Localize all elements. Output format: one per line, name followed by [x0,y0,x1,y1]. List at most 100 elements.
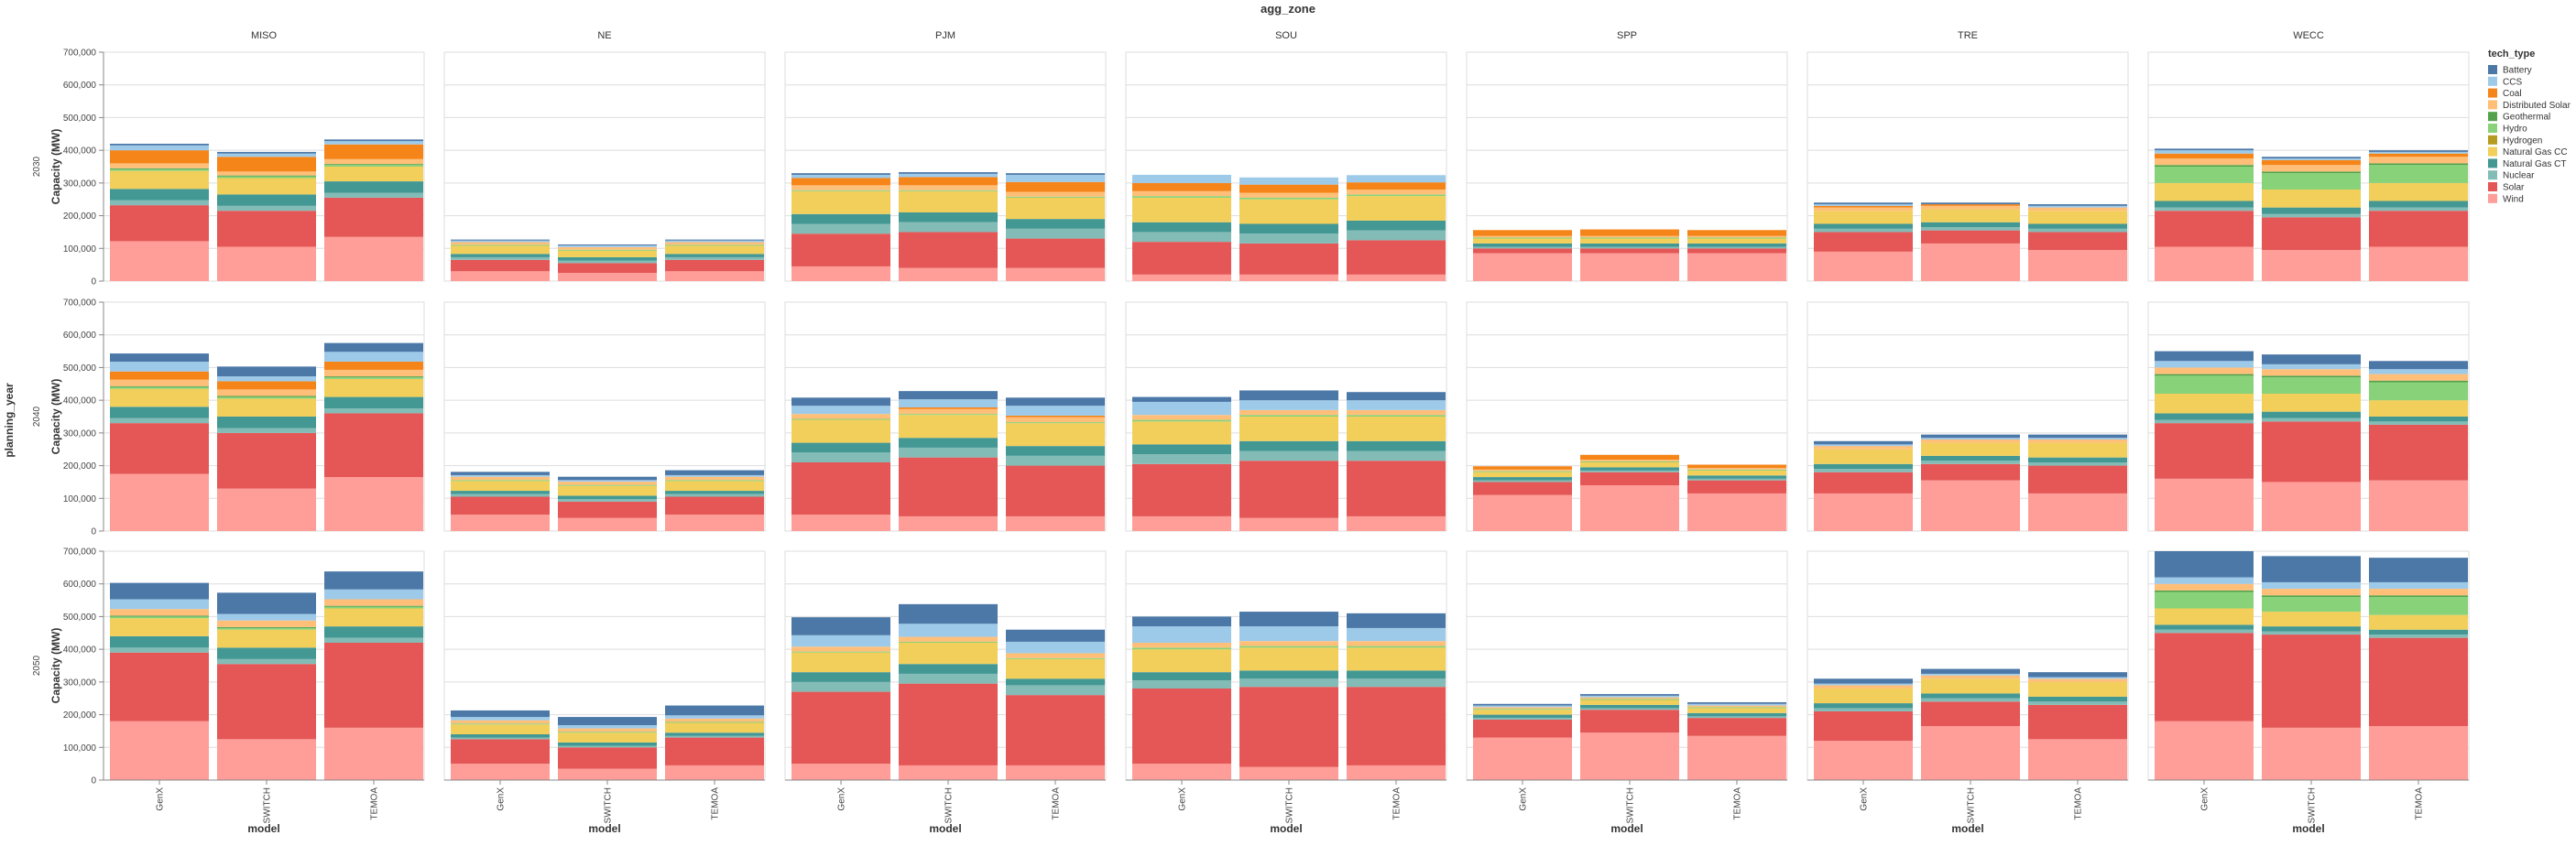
bar-segment-sou-2050-switch-distributed-solar [1239,641,1338,646]
bar-segment-ne-2040-genx-distributed-solar [451,476,550,481]
y-tick-label: 100,000 [63,494,97,504]
bar-segment-wecc-2040-temoa-battery [2369,361,2468,370]
bar-segment-miso-2030-switch-ccs [217,153,316,157]
bar-segment-sou-2040-temoa-nuclear [1347,450,1446,461]
bar-segment-tre-2030-genx-wind [1814,251,1913,281]
bar-segment-tre-2030-switch-natural-gas-ct [1921,222,2020,228]
bar-segment-pjm-2050-genx-wind [791,764,890,780]
bar-segment-pjm-2030-genx-natural-gas-cc [791,190,890,214]
bar-segment-miso-2040-temoa-nuclear [324,408,423,414]
bar-segment-miso-2050-genx-nuclear [110,647,209,653]
panel-spp-2030 [1466,51,1788,282]
bar-segment-sou-2030-genx-wind [1132,274,1231,281]
bar-segment-miso-2040-temoa-coal [324,362,423,370]
bar-segment-miso-2050-temoa-ccs [324,589,423,600]
bar-segment-ne-2040-temoa-natural-gas-cc [665,481,764,492]
bar-segment-tre-2030-temoa-wind [2028,250,2127,281]
bar-segment-ne-2050-genx-nuclear [451,737,550,740]
bar-segment-spp-2030-temoa-natural-gas-cc [1687,238,1786,244]
bar-segment-miso-2040-temoa-solar [324,413,423,478]
bar-segment-pjm-2030-switch-wind [899,267,998,281]
bar-segment-sou-2030-switch-wind [1239,274,1338,281]
bar-segment-miso-2050-genx-geothermal [110,615,209,617]
y-tick-label: 300,000 [63,678,97,688]
bar-segment-sou-2030-genx-solar [1132,242,1231,275]
bar-segment-wecc-2030-genx-hydro [2155,167,2254,183]
bar-segment-miso-2040-genx-hydro [110,386,209,389]
y-tick-label: 300,000 [63,428,97,439]
y-tick-label: 700,000 [63,298,97,309]
bar-segment-miso-2040-temoa-natural-gas-ct [324,396,423,409]
bar-segment-spp-2050-switch-distributed-solar [1580,697,1679,700]
bar-segment-wecc-2040-switch-ccs [2262,363,2361,370]
bar-segment-miso-2030-genx-battery [110,144,209,146]
bar-segment-wecc-2040-switch-wind [2262,482,2361,531]
panel-sou-2050: GenX SWITCH TEMOA model [1125,550,1447,835]
bar-segment-wecc-2040-temoa-distributed-solar [2369,374,2468,381]
bar-segment-spp-2030-genx-hydro [1473,237,1572,239]
bar-segment-wecc-2030-switch-distributed-solar [2262,165,2361,172]
bar-segment-spp-2040-genx-natural-gas-ct [1473,477,1572,481]
bar-segment-pjm-2040-temoa-coal [1006,415,1105,418]
bar-segment-spp-2050-genx-natural-gas-cc [1473,710,1572,715]
bar-segment-spp-2050-genx-battery [1473,703,1572,706]
bar-segment-sou-2030-temoa-distributed-solar [1347,190,1446,195]
bar-segment-ne-2050-genx-hydro [451,723,550,725]
bar-segment-pjm-2050-switch-wind [899,765,998,780]
bar-segment-pjm-2030-temoa-hydro [1006,196,1105,198]
bar-segment-ne-2050-genx-battery [451,710,550,718]
bar-segment-spp-2040-temoa-distributed-solar [1687,468,1786,470]
bar-segment-pjm-2030-genx-battery [791,173,890,175]
bar-segment-sou-2030-switch-natural-gas-cc [1239,199,1338,224]
bar-segment-spp-2050-genx-distributed-solar [1473,707,1572,710]
legend-label-wind: Wind [2503,194,2524,204]
bar-segment-wecc-2040-switch-natural-gas-ct [2262,411,2361,418]
bar-segment-spp-2040-switch-coal [1580,454,1679,461]
facet-title-wecc: WECC [2293,30,2324,41]
bar-segment-tre-2030-temoa-natural-gas-cc [2028,211,2127,224]
bar-segment-ne-2030-switch-distributed-solar [558,246,657,250]
bar-segment-wecc-2030-temoa-geothermal [2369,163,2468,166]
bar-segment-ne-2030-temoa-wind [665,271,764,281]
bar-segment-ne-2050-genx-natural-gas-ct [451,734,550,738]
bar-segment-miso-2040-genx-battery [110,353,209,362]
bar-segment-spp-2030-genx-wind [1473,253,1572,281]
x-tick-label-switch: SWITCH [1967,787,1977,823]
bar-segment-tre-2030-temoa-nuclear [2028,228,2127,233]
bar-segment-ne-2030-switch-natural-gas-ct [558,256,657,261]
y-tick-label: 600,000 [63,580,97,590]
bar-segment-pjm-2050-temoa-ccs [1006,641,1105,654]
bar-segment-miso-2050-temoa-battery [324,571,423,590]
x-tick-label-genx: GenX [1178,787,1188,811]
panel-spp-2050: GenX SWITCH TEMOA model [1466,550,1788,835]
bar-segment-ne-2050-temoa-solar [665,737,764,765]
bar-segment-miso-2030-genx-solar [110,205,209,242]
bar-segment-miso-2030-genx-distributed-solar [110,163,209,168]
bar-segment-tre-2040-temoa-ccs [2028,438,2127,439]
bar-segment-spp-2030-temoa-natural-gas-ct [1687,243,1786,247]
bar-segment-wecc-2050-switch-hydro [2262,597,2361,613]
bar-segment-sou-2030-genx-distributed-solar [1132,190,1231,197]
legend-label-hydro: Hydro [2503,125,2527,135]
bar-segment-sou-2050-switch-ccs [1239,626,1338,642]
x-axis-title: model [1610,822,1643,835]
bar-segment-ne-2030-switch-nuclear [558,260,657,264]
bar-segment-sou-2050-genx-natural-gas-ct [1132,672,1231,681]
bar-segment-sou-2050-temoa-distributed-solar [1347,641,1446,646]
bar-segment-pjm-2040-temoa-ccs [1006,406,1105,416]
bar-segment-pjm-2030-genx-nuclear [791,223,890,234]
bar-segment-pjm-2030-switch-nuclear [899,222,998,233]
bar-segment-tre-2050-switch-natural-gas-cc [1921,678,2020,694]
bar-segment-wecc-2040-switch-solar [2262,421,2361,483]
y-tick-label: 100,000 [63,743,97,754]
bar-segment-ne-2040-switch-distributed-solar [558,482,657,485]
bar-segment-spp-2040-genx-natural-gas-cc [1473,472,1572,478]
bar-segment-wecc-2040-genx-natural-gas-ct [2155,413,2254,420]
bar-segment-sou-2040-temoa-ccs [1347,400,1446,410]
bar-segment-sou-2040-switch-natural-gas-cc [1239,417,1338,441]
bar-segment-tre-2050-switch-wind [1921,726,2020,780]
bar-segment-sou-2030-temoa-nuclear [1347,230,1446,241]
bar-segment-sou-2050-genx-solar [1132,689,1231,765]
bar-segment-tre-2050-switch-nuclear [1921,698,2020,702]
